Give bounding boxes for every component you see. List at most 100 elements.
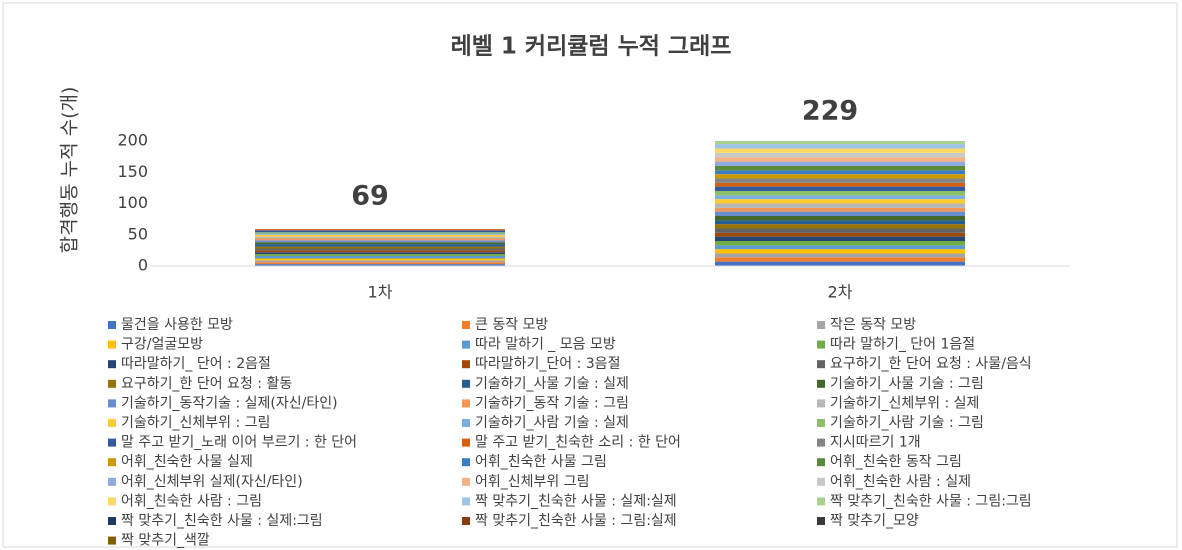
legend-swatch (462, 477, 470, 486)
bar-segment (715, 191, 965, 196)
bar-segment (255, 264, 505, 266)
y-axis-label: 합격행동 누적 수(개) (59, 87, 81, 254)
bar-segment (715, 241, 965, 246)
bar-segment (255, 248, 505, 251)
bar-segment (715, 203, 965, 208)
bar-segment (715, 178, 965, 183)
legend-swatch (817, 497, 825, 506)
bar-segment (715, 161, 965, 166)
total-label: 69 (351, 181, 389, 212)
bar-segment (255, 236, 505, 239)
legend-label: 어휘_친숙한 사람 : 그림 (121, 493, 262, 509)
legend-label: 구강/얼굴모방 (121, 337, 203, 353)
bar-segment (715, 182, 965, 187)
bar-segment (715, 157, 965, 162)
legend-label: 기술하기_사물 기술 : 실제 (475, 376, 629, 392)
legend-label: 어휘_친숙한 사물 실제 (121, 454, 253, 470)
bar-segment (255, 260, 505, 263)
legend-label: 짝 맞추기_친숙한 사물 : 실제:실제 (475, 493, 677, 509)
legend-label: 요구하기_한 단어 요청 : 활동 (121, 376, 292, 392)
bar-segment (715, 199, 965, 204)
legend-label: 어휘_신체부위 그림 (475, 474, 590, 490)
legend-swatch (108, 399, 116, 408)
bar-segment (715, 216, 965, 221)
legend-swatch (108, 536, 116, 545)
legend-swatch (817, 399, 825, 408)
legend-swatch (462, 497, 470, 506)
legend-label: 지시따르기 1개 (830, 435, 921, 451)
bar-segment (715, 253, 965, 258)
bar-segment (715, 224, 965, 229)
legend-label: 요구하기_한 단어 요청 : 사물/음식 (830, 356, 1032, 372)
bar-segment (255, 250, 505, 253)
bar-segment (715, 245, 965, 250)
legend-swatch (817, 340, 825, 349)
legend-label: 작은 동작 모방 (830, 317, 916, 333)
legend-swatch (462, 340, 470, 349)
legend-swatch (817, 438, 825, 447)
legend-swatch (462, 399, 470, 408)
legend-label: 어휘_친숙한 동작 그림 (830, 454, 962, 470)
legend-label: 어휘_친숙한 사물 그림 (475, 454, 607, 470)
legend-label: 물건을 사용한 모방 (121, 317, 233, 333)
bar-segment (255, 246, 505, 249)
legend-swatch (108, 477, 116, 486)
bar-segment (255, 238, 505, 241)
legend-label: 짝 맞추기_친숙한 사물 : 그림:그림 (830, 493, 1032, 509)
bar-segment (715, 186, 965, 191)
bar-segment (715, 174, 965, 179)
bar-segment (715, 228, 965, 233)
legend-swatch (108, 340, 116, 349)
bar-segment (255, 244, 505, 247)
bar-segment (715, 195, 965, 200)
legend-swatch (462, 379, 470, 388)
total-label: 229 (802, 96, 858, 127)
chart-title: 레벨 1 커리큘럼 누적 그래프 (451, 34, 732, 60)
bar-segment (255, 234, 505, 237)
legend-label: 짝 맞추기_색깔 (121, 533, 210, 549)
legend-label: 기술하기_사람 기술 : 실제 (475, 415, 629, 431)
bar-segment (255, 230, 505, 233)
legend-label: 기술하기_동작기술 : 실제(자신/타인) (121, 395, 338, 411)
bar-segment (715, 257, 965, 262)
y-tick-label: 100 (117, 193, 148, 212)
bar-segment (255, 242, 505, 245)
legend-swatch (108, 438, 116, 447)
legend-swatch (462, 360, 470, 369)
bar-segment (715, 220, 965, 225)
legend-swatch (462, 438, 470, 447)
bar-segment (715, 249, 965, 254)
legend-swatch (817, 517, 825, 525)
legend-label: 기술하기_사물 기술 : 그림 (830, 376, 984, 392)
x-tick-label: 2차 (828, 283, 853, 302)
legend-label: 짝 맞추기_친숙한 사물 : 실제:그림 (121, 513, 323, 529)
bar-segment (255, 232, 505, 234)
legend-label: 따라말하기_ 단어 : 2음절 (121, 356, 271, 372)
y-tick-label: 150 (117, 162, 148, 181)
bar-segment (715, 261, 965, 266)
bar-segment (715, 166, 965, 171)
bar-segment (715, 152, 965, 158)
legend-label: 짝 맞추기_모양 (830, 513, 919, 529)
legend-swatch (108, 517, 116, 525)
legend-swatch (108, 419, 116, 427)
legend-swatch (817, 419, 825, 427)
bar-segment (715, 211, 965, 216)
bar-segment (715, 148, 965, 153)
legend-label: 기술하기_동작 기술 : 그림 (475, 395, 629, 411)
bar-segment (255, 252, 505, 255)
legend-swatch (817, 477, 825, 486)
legend-label: 어휘_신체부위 실제(자신/타인) (121, 474, 303, 490)
bar-segment (255, 229, 505, 231)
legend-swatch (108, 360, 116, 369)
legend-label: 큰 동작 모방 (475, 317, 548, 333)
bar-segment (715, 207, 965, 212)
legend-swatch (108, 379, 116, 388)
legend-swatch (108, 497, 116, 506)
bar-segment (715, 144, 965, 149)
bar-segment (715, 170, 965, 175)
legend-swatch (108, 458, 116, 467)
bar-segment (255, 254, 505, 256)
